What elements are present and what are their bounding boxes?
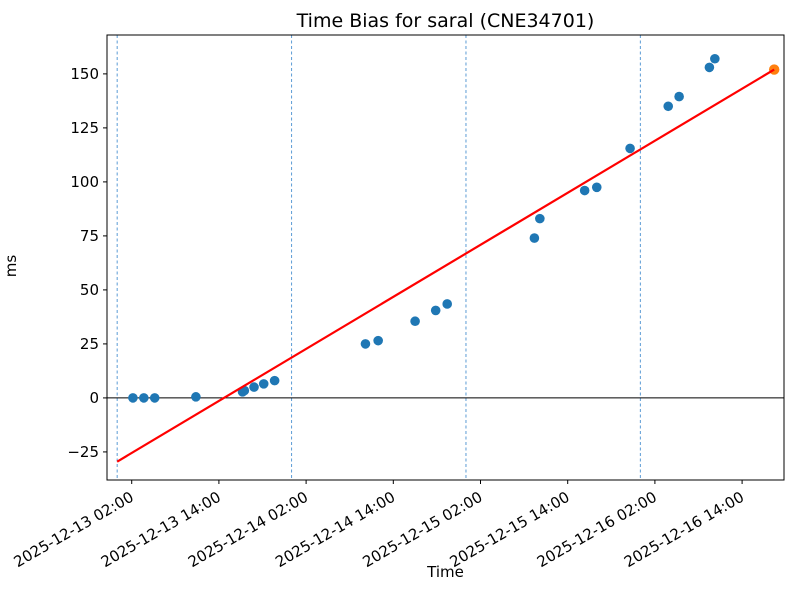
- y-tick-label: 0: [89, 389, 99, 407]
- bias-observations-marker: [139, 393, 149, 403]
- bias-observations-marker: [442, 299, 452, 309]
- bias-observations-marker: [149, 393, 160, 403]
- bias-observations-marker: [249, 382, 259, 392]
- y-tick-label: −25: [67, 443, 99, 461]
- bias-observations-marker: [704, 62, 715, 73]
- bias-observations-marker: [663, 101, 674, 112]
- bias-observations-marker: [535, 213, 545, 224]
- bias-observations-marker: [191, 392, 201, 402]
- y-tick-label: 75: [80, 227, 99, 245]
- bias-observations-marker: [674, 91, 684, 102]
- bias-observations-marker: [430, 305, 441, 316]
- bias-observations-marker: [373, 335, 383, 346]
- y-tick-label: 25: [80, 335, 99, 353]
- y-tick-label: 150: [70, 65, 99, 83]
- y-axis-label: ms: [2, 254, 20, 278]
- x-axis-label: Time: [427, 563, 464, 581]
- bias-observations-marker: [579, 185, 590, 196]
- y-tick-label: 100: [70, 173, 99, 191]
- chart-title: Time Bias for saral (CNE34701): [296, 10, 595, 32]
- bias-observations-marker: [258, 379, 269, 389]
- bias-observations-marker: [410, 316, 420, 327]
- bias-observations-marker: [360, 339, 371, 349]
- bias-observations-marker: [625, 143, 635, 154]
- axes-frame: [106, 34, 785, 481]
- bias-observations-marker: [128, 393, 138, 403]
- bias-observations-marker: [710, 53, 720, 64]
- y-tick-label: 50: [80, 281, 99, 299]
- bias-observations-marker: [529, 233, 540, 243]
- bias-observations-marker: [269, 375, 280, 386]
- y-tick-label: 125: [70, 119, 99, 137]
- trend-line: [116, 68, 775, 463]
- bias-observations-marker: [591, 182, 602, 193]
